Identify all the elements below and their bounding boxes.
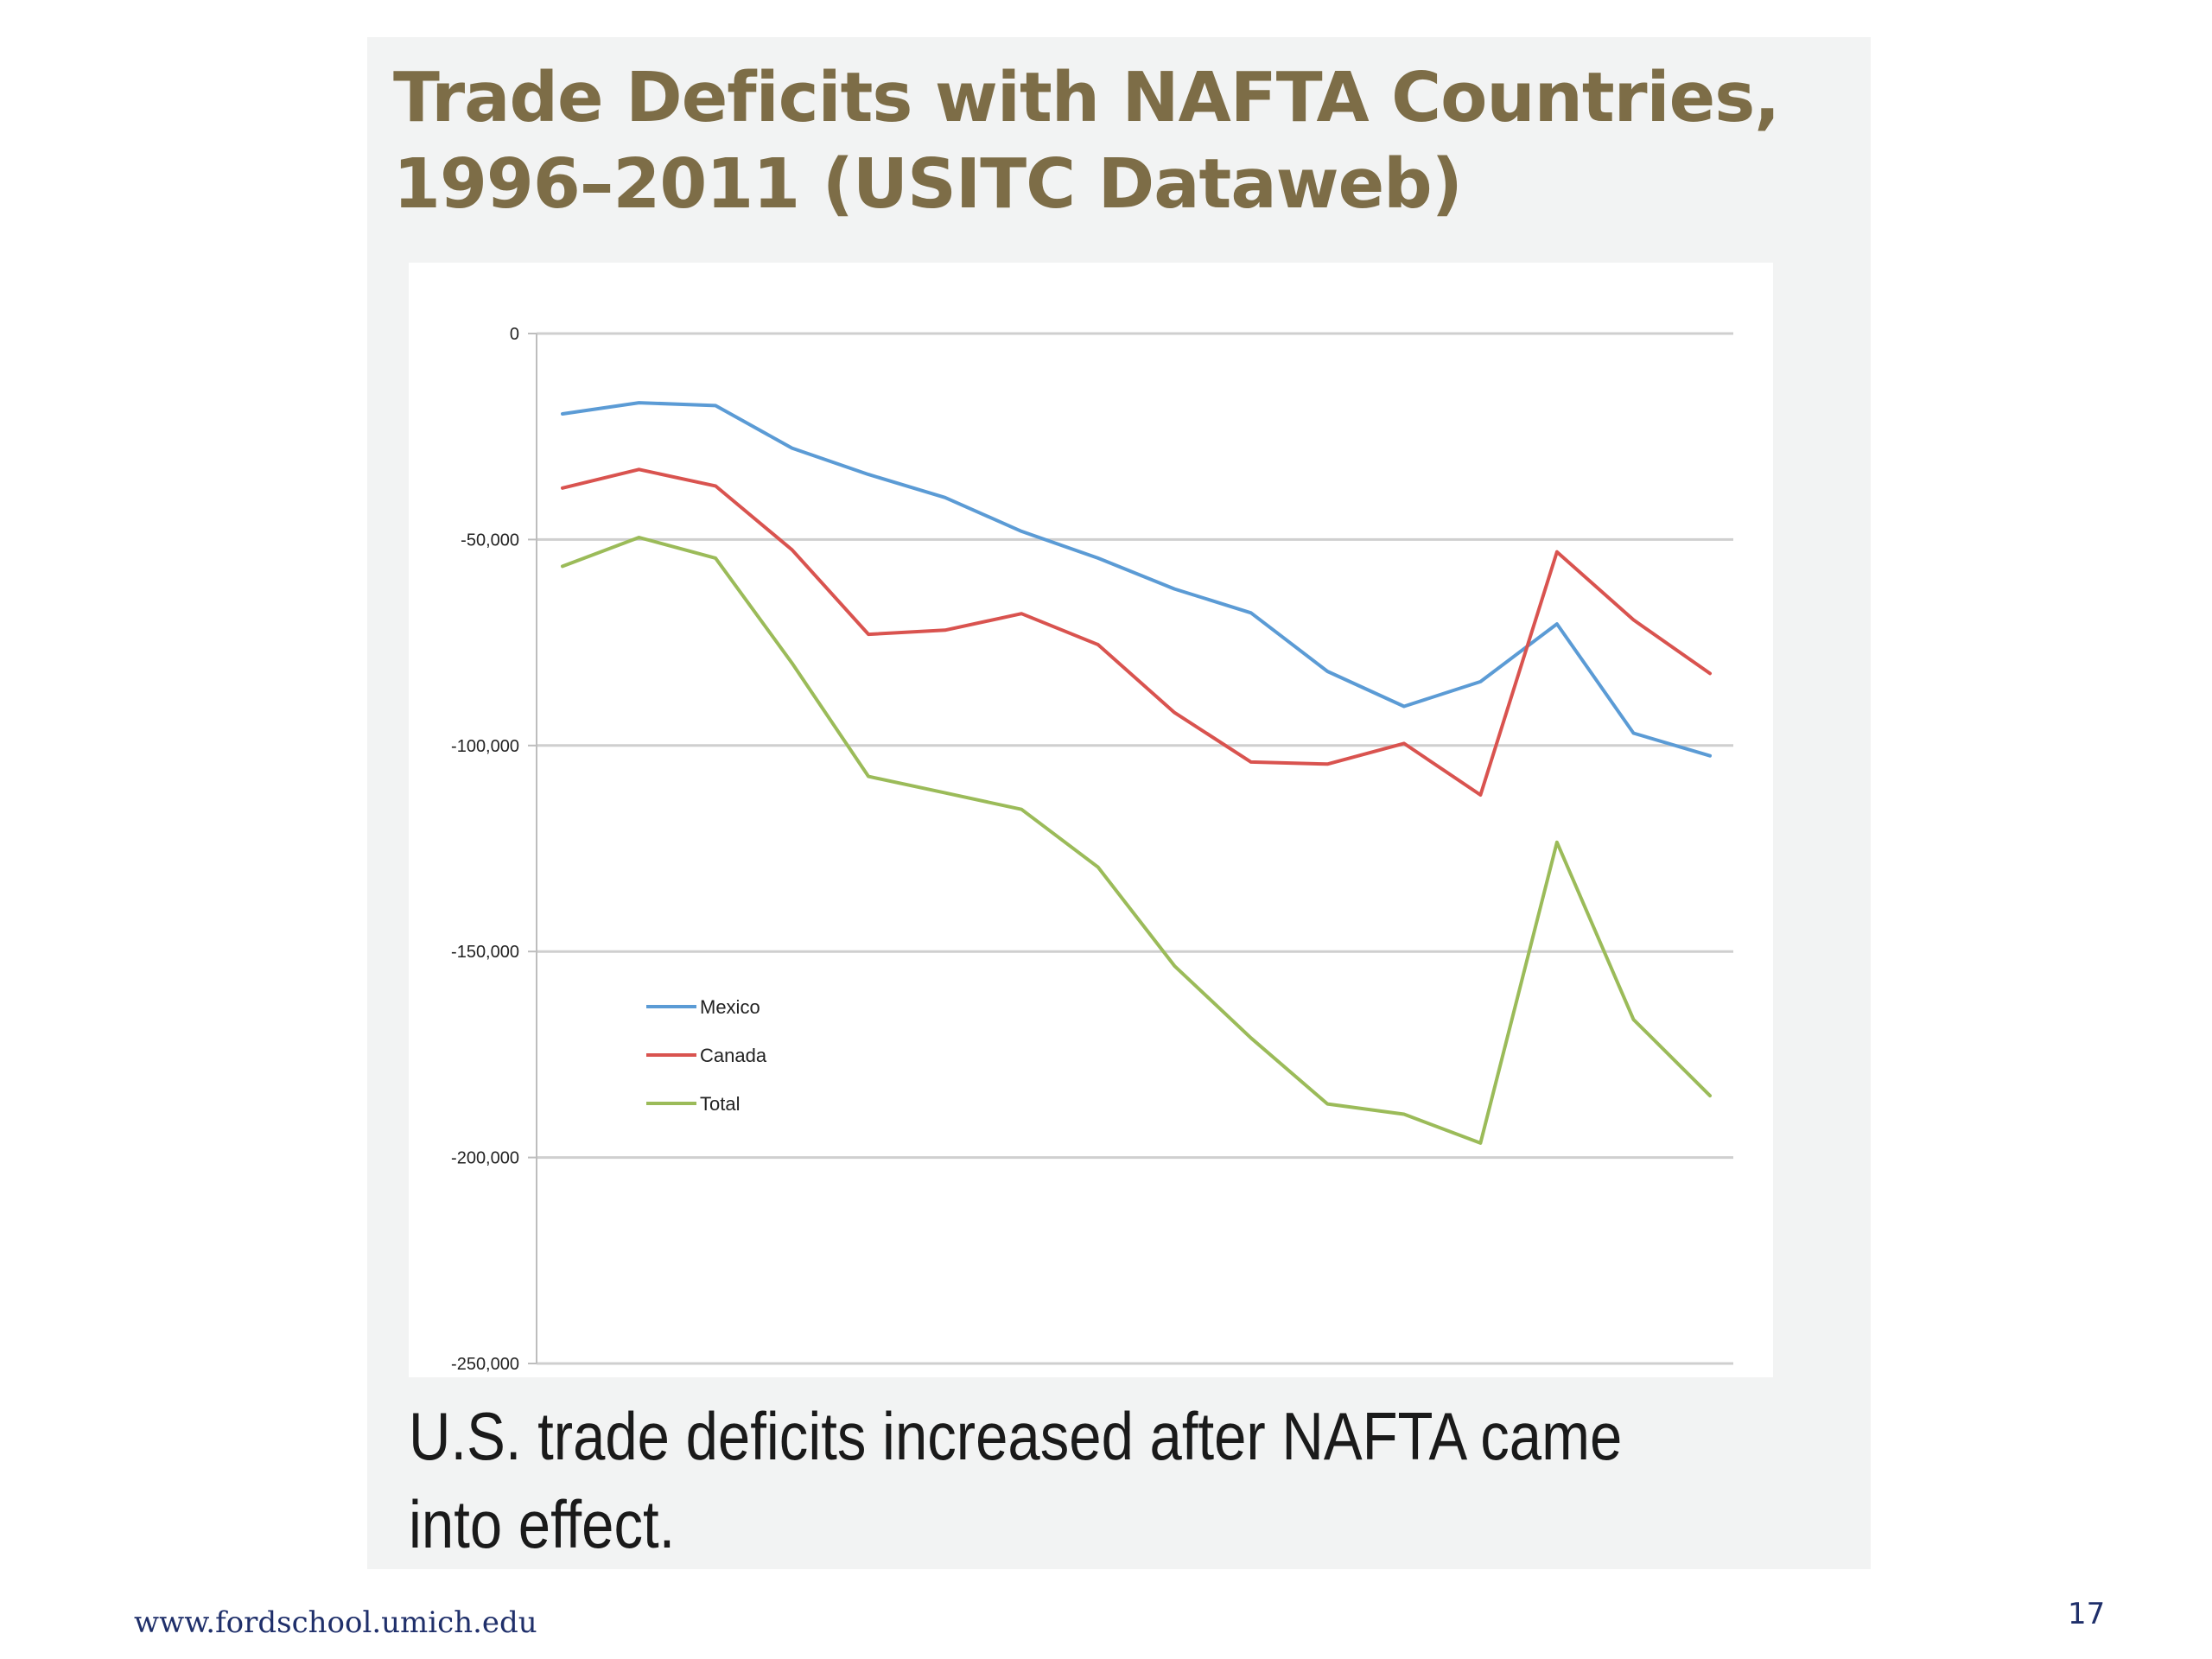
y-tick-label: -50,000 [461, 531, 519, 550]
y-tick-label: -100,000 [451, 737, 519, 756]
slide-title: Trade Deficits with NAFTA Countries, 199… [393, 54, 1862, 227]
series-line-mexico [561, 401, 1712, 758]
series-line-total [561, 536, 1712, 1145]
slide-caption: U.S. trade deficits increased after NAFT… [409, 1398, 1623, 1562]
chart-canvas: 0 -50,000 -100,000 -150,000 -200,000 -250,000… [451, 325, 1733, 1374]
line-chart: 0 -50,000 -100,000 -150,000 -200,000 -250,000… [409, 263, 1773, 1377]
y-tick-label: -200,000 [451, 1149, 519, 1168]
content-panel: Trade Deficits with NAFTA Countries, 199… [367, 37, 1871, 1569]
y-tick-label: -250,000 [451, 1355, 519, 1374]
page-number: 17 [2068, 1597, 2106, 1631]
series-line-canada [561, 467, 1712, 797]
legend-label-mexico: Mexico [700, 996, 760, 1018]
slide-title-line-1: Trade Deficits with NAFTA Countries, [393, 58, 1780, 137]
legend-label-canada: Canada [700, 1045, 767, 1066]
y-tick-label: -150,000 [451, 943, 519, 962]
legend-label-total: Total [700, 1093, 740, 1115]
y-tick-label: 0 [510, 325, 519, 344]
footer-url: www.fordschool.umich.edu [134, 1605, 537, 1640]
slide-title-line-2: 1996–2011 (USITC Dataweb) [393, 144, 1463, 224]
